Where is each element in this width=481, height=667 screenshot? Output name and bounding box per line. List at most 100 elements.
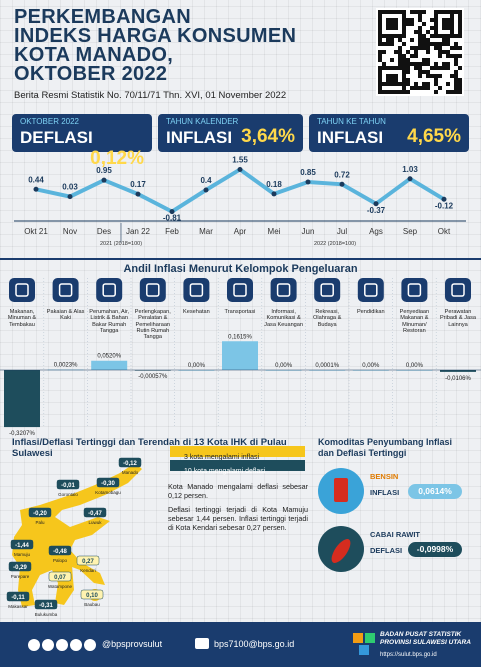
qr-cell: [442, 38, 446, 42]
point: [339, 181, 345, 187]
qr-cell: [382, 34, 386, 38]
highlight-period: TAHUN KALENDER: [166, 117, 239, 126]
qr-cell: [442, 42, 446, 46]
highlight-kind: INFLASI: [317, 128, 384, 147]
x-tick-label: Des: [97, 227, 111, 236]
icon-glyph: [334, 478, 348, 502]
value-label: 0.17: [130, 180, 146, 189]
qr-cell: [446, 50, 450, 54]
category-label: Rekreasi, Olahraga & Budaya: [313, 309, 342, 328]
qr-cell: [386, 26, 390, 30]
city-value: -0,31: [39, 603, 53, 609]
city-name: Kotamobagu: [95, 490, 121, 495]
value-label: -0.81: [163, 214, 182, 223]
value-label: 0,1615%: [228, 334, 252, 340]
x-tick-label: Nov: [63, 227, 77, 236]
qr-cell: [438, 54, 442, 58]
qr-cell: [430, 26, 434, 30]
qr-cell: [434, 18, 438, 22]
qr-cell: [406, 90, 410, 94]
category-label: Pendidikan: [356, 309, 385, 315]
qr-cell: [378, 18, 382, 22]
value-label: 0,0023%: [54, 363, 78, 369]
bar: [222, 341, 258, 370]
qr-cell: [418, 46, 422, 50]
city-value: 0,27: [82, 559, 94, 565]
qr-cell: [390, 34, 394, 38]
x-tick-label: Sep: [403, 227, 418, 236]
qr-cell: [410, 46, 414, 50]
qr-cell: [402, 10, 406, 14]
value-label: -0,3207%: [9, 431, 35, 436]
qr-cell: [426, 58, 430, 62]
qr-cell: [458, 90, 462, 94]
note: Kota Manado mengalami deflasi sebesar 0,…: [168, 482, 308, 500]
qr-cell: [426, 50, 430, 54]
qr-cell: [418, 62, 422, 66]
qr-cell: [406, 66, 410, 70]
icon: [270, 278, 297, 302]
qr-cell: [398, 46, 402, 50]
url: https://sulut.bps.go.id: [380, 652, 437, 658]
qr-cell: [434, 34, 438, 38]
qr-cell: [406, 78, 410, 82]
qr-cell: [458, 22, 462, 26]
qr-cell: [386, 66, 390, 70]
value-label: -0.37: [367, 206, 386, 215]
qr-cell: [454, 82, 458, 86]
title-line: KOTA MANADO,: [14, 44, 174, 66]
city-badge: [28, 507, 52, 518]
commodity-kind: INFLASI: [370, 488, 400, 497]
qr-cell: [394, 90, 398, 94]
qr-cell: [438, 10, 442, 14]
icon: [227, 278, 253, 302]
qr-cell: [394, 74, 398, 78]
qr-cell: [378, 42, 382, 46]
qr-cell: [414, 54, 418, 58]
qr-cell: [434, 46, 438, 50]
city-badge: [80, 589, 104, 600]
qr-cell: [378, 54, 382, 58]
icon-glyph: [364, 283, 378, 297]
qr-cell: [406, 18, 410, 22]
qr-cell: [430, 66, 434, 70]
commodity-icon: [318, 468, 364, 514]
qr-cell: [378, 50, 382, 54]
icon: [445, 278, 471, 302]
qr-cell: [426, 38, 430, 42]
qr-cell: [418, 30, 422, 34]
qr-cell: [442, 66, 446, 70]
city-value: -0,47: [88, 511, 102, 517]
qr-cell: [410, 18, 414, 22]
qr-cell: [382, 62, 386, 66]
qr-cell: [426, 30, 430, 34]
x-tick-label: Jul: [337, 227, 347, 236]
qr-cell: [382, 42, 386, 46]
qr-cell: [378, 22, 382, 26]
qr-cell: [390, 74, 394, 78]
qr-cell: [442, 22, 446, 26]
bar: [4, 370, 40, 428]
qr-cell: [450, 90, 454, 94]
map: -0,12 Manado -0,30 Kotamobagu -0,01 Gorontalo…: [6, 457, 142, 617]
qr-cell: [410, 86, 414, 90]
qr-cell: [450, 10, 454, 14]
highlight-box: TAHUN KE TAHUN INFLASI 4,65%: [309, 114, 469, 152]
qr-cell: [402, 42, 406, 46]
qr-cell: [422, 38, 426, 42]
qr-cell: [406, 50, 410, 54]
icon-glyph: [233, 283, 247, 297]
qr-cell: [446, 90, 450, 94]
title-line: OKTOBER 2022: [14, 63, 168, 85]
qr-cell: [434, 66, 438, 70]
category-label: Pakaian & Alas Kaki: [46, 309, 85, 322]
qr-cell: [426, 62, 430, 66]
value-label: 0,00%: [188, 363, 206, 369]
value-label: -0,00057%: [138, 374, 168, 380]
qr-cell: [414, 30, 418, 34]
qr-cell: [458, 86, 462, 90]
point: [305, 179, 311, 185]
value-label: 1.55: [232, 155, 248, 164]
qr-cell: [386, 42, 390, 46]
qr-cell: [406, 70, 410, 74]
